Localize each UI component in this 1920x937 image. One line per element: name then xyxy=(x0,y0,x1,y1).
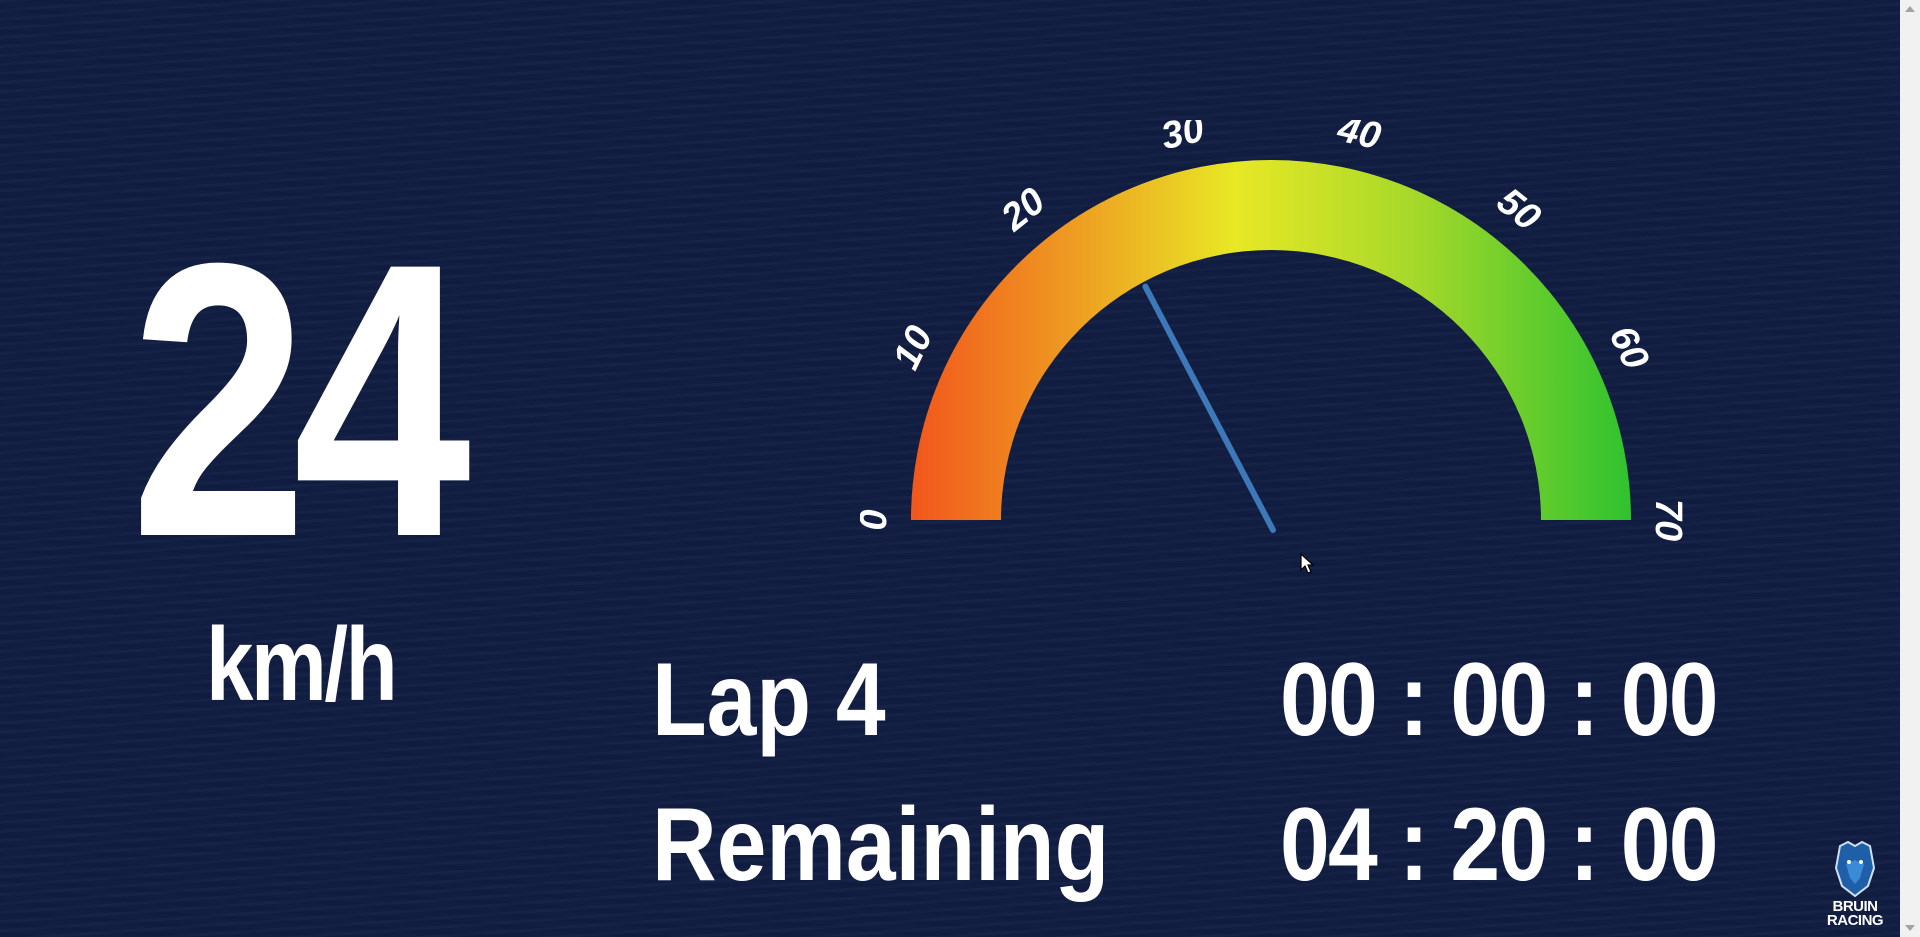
brand-line-2: RACING xyxy=(1826,912,1884,929)
scroll-up-arrow-icon[interactable] xyxy=(1905,6,1915,12)
gauge-tick-label: 20 xyxy=(993,180,1053,240)
bear-logo-icon xyxy=(1834,840,1876,898)
page-scrollbar[interactable] xyxy=(1900,0,1920,937)
gauge-tick-label: 10 xyxy=(885,320,941,376)
remaining-label: Remaining xyxy=(652,787,1110,903)
remaining-timer: 04 : 20 : 00 xyxy=(1280,787,1719,903)
scroll-down-arrow-icon[interactable] xyxy=(1905,925,1915,931)
gauge-tick-label: 40 xyxy=(1333,120,1385,158)
gauge-needle xyxy=(1142,283,1276,533)
lap-label: Lap 4 xyxy=(652,642,886,758)
brand-line-1: BRUIN xyxy=(1832,898,1879,915)
gauge-arc xyxy=(911,160,1631,520)
gauge-tick-label: 70 xyxy=(1647,499,1689,541)
lap-timer: 00 : 00 : 00 xyxy=(1280,642,1719,758)
speed-readout: 24 xyxy=(130,182,471,618)
gauge-tick-label: 60 xyxy=(1601,320,1657,376)
gauge-tick-label: 0 xyxy=(860,509,895,530)
mouse-cursor-icon xyxy=(1300,553,1315,574)
speedometer-gauge: 0 10 20 30 40 50 60 70 xyxy=(860,120,1689,541)
bruin-racing-logo: BRUIN RACING xyxy=(1812,838,1898,934)
gauge-tick-label: 30 xyxy=(1157,120,1208,158)
speed-unit: km/h xyxy=(206,607,398,723)
gauge-tick-label: 50 xyxy=(1489,180,1548,239)
